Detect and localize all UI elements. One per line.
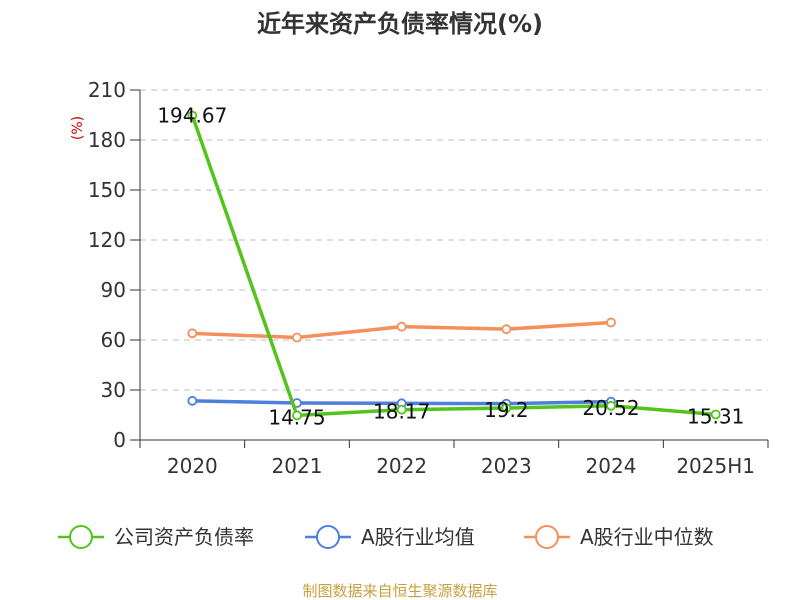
- data-point: [606, 400, 616, 411]
- y-tick-label: 180: [88, 128, 126, 152]
- data-point: [292, 410, 302, 421]
- grid-lines: [140, 89, 768, 391]
- axes: 0 30 60 90 120 150 180 210 2020 2021 2022 2023 2024 2…: [88, 78, 769, 478]
- data-point: [187, 110, 198, 121]
- x-tick-label: 2024: [586, 454, 637, 478]
- y-axis-label: (%): [70, 116, 86, 140]
- data-point: [710, 409, 721, 420]
- x-tick-label: 2021: [272, 454, 323, 478]
- data-label: 20.52: [582, 396, 639, 420]
- data-point: [606, 317, 616, 328]
- y-tick-label: 60: [101, 328, 126, 352]
- data-labels: 194.67 14.75 18.17 19.2 20.52 15.31: [157, 104, 744, 430]
- data-point: [292, 332, 302, 343]
- series-lines: [187, 110, 721, 421]
- y-tick-label: 0: [113, 428, 126, 452]
- legend-marker: [316, 525, 340, 549]
- data-label: 19.2: [484, 398, 529, 422]
- data-point: [396, 321, 407, 332]
- source-note: 制图数据来自恒生聚源数据库: [302, 582, 497, 600]
- x-tick-label: 2020: [167, 454, 218, 478]
- y-tick-label: 120: [88, 228, 126, 252]
- legend: 公司资产负债率 A股行业均值 A股行业中位数: [58, 525, 714, 549]
- data-point: [187, 328, 198, 339]
- x-tick-label: 2025H1: [676, 454, 755, 478]
- x-tick-label: 2022: [376, 454, 427, 478]
- data-label: 14.75: [268, 405, 325, 429]
- legend-label: A股行业均值: [361, 525, 475, 549]
- data-point: [396, 404, 407, 415]
- data-point: [187, 395, 198, 406]
- legend-label: A股行业中位数: [580, 525, 714, 549]
- x-tick-label: 2023: [481, 454, 532, 478]
- legend-label: 公司资产负债率: [114, 525, 254, 549]
- data-label: 15.31: [687, 404, 744, 428]
- chart-title: 近年来资产负债率情况(%): [257, 10, 543, 38]
- data-point: [501, 403, 512, 413]
- data-label: 194.67: [157, 104, 227, 128]
- data-label: 18.17: [373, 400, 430, 424]
- data-point: [501, 324, 512, 335]
- y-tick-label: 90: [101, 278, 126, 302]
- y-tick-label: 150: [88, 178, 126, 202]
- series-line: [190, 114, 716, 418]
- y-tick-label: 30: [101, 378, 126, 402]
- y-tick-label: 210: [88, 78, 126, 102]
- legend-marker: [69, 525, 93, 549]
- legend-marker: [535, 525, 559, 549]
